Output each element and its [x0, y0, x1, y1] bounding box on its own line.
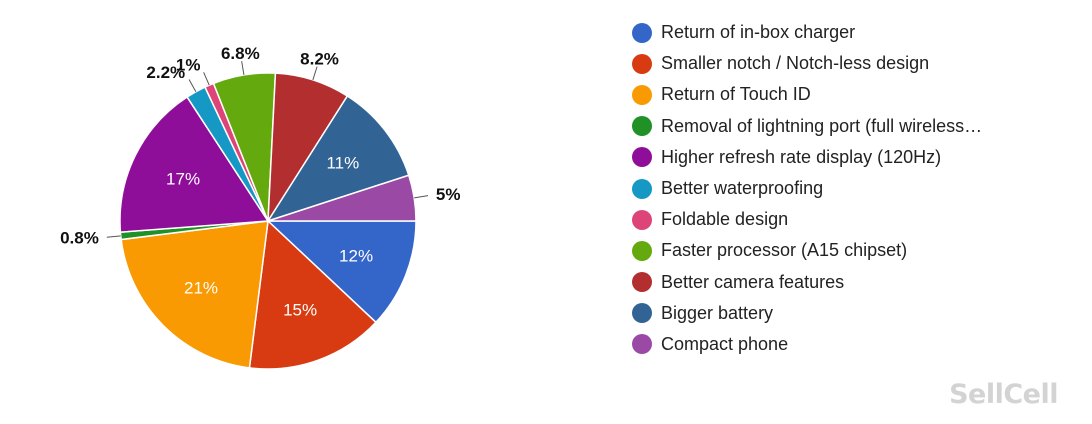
slice-label-4: 17%: [166, 170, 200, 189]
sellcell-watermark: SellCell: [949, 379, 1058, 410]
leader-line-10: [414, 195, 429, 199]
legend-label: Smaller notch / Notch-less design: [661, 53, 930, 74]
slice-label-1: 15%: [283, 301, 317, 320]
inner-labels: 12% 15% 21% 17% 11%: [166, 153, 373, 319]
legend-label: Foldable design: [661, 209, 789, 230]
legend-item-2: Return of Touch ID: [632, 79, 982, 110]
legend-item-5: Better waterproofing: [632, 173, 982, 204]
legend-label: Faster processor (A15 chipset): [661, 240, 908, 261]
legend: Return of in-box charger Smaller notch / …: [632, 17, 982, 360]
pie-slice-2: [120, 220, 269, 369]
legend-label: Removal of lightning port (full wireless…: [661, 115, 983, 136]
slice-label-2: 21%: [184, 278, 218, 297]
legend-item-1: Smaller notch / Notch-less design: [632, 48, 982, 79]
legend-swatch-icon: [632, 178, 652, 199]
legend-item-3: Removal of lightning port (full wireless…: [632, 111, 982, 142]
pie-slice-9: [266, 95, 410, 223]
legend-swatch-icon: [632, 22, 652, 43]
slice-label-7: 6.8%: [221, 44, 260, 63]
legend-label: Better camera features: [661, 271, 845, 292]
legend-item-0: Return of in-box charger: [632, 17, 982, 48]
slice-label-8: 8.2%: [300, 49, 339, 68]
pie-plot-area: 12% 15% 21% 17% 11% 0.8% 2.2%1% 6.8% 8.2% 5%: [60, 44, 460, 370]
pie-slice-10: [267, 174, 417, 222]
legend-label: Bigger battery: [661, 302, 774, 323]
legend-label: Better waterproofing: [661, 178, 824, 199]
outer-labels: 0.8% 2.2%1% 6.8% 8.2% 5%: [60, 44, 460, 248]
legend-swatch-icon: [632, 84, 652, 105]
legend-label: Higher refresh rate display (120Hz): [661, 146, 942, 167]
pie-slice-0: [266, 220, 417, 324]
legend-swatch-icon: [632, 240, 652, 261]
pie-slices: [119, 72, 417, 370]
pie-slice-1: [248, 219, 377, 370]
legend-swatch-icon: [632, 209, 652, 230]
leader-line-8: [312, 66, 318, 81]
slice-label-9: 11%: [326, 153, 359, 172]
legend-item-4: Higher refresh rate display (120Hz): [632, 142, 982, 173]
legend-label: Return of Touch ID: [661, 84, 811, 105]
legend-swatch-icon: [632, 334, 652, 355]
slice-label-0: 12%: [339, 246, 373, 265]
legend-item-9: Bigger battery: [632, 298, 982, 329]
pie-slice-4: [119, 96, 270, 233]
legend-swatch-icon: [632, 53, 652, 74]
legend-item-6: Foldable design: [632, 204, 982, 235]
legend-swatch-icon: [632, 147, 652, 168]
legend-label: Return of in-box charger: [661, 22, 856, 43]
slice-label-3: 0.8%: [60, 229, 99, 248]
leader-line-3: [106, 235, 121, 238]
slice-label-10: 5%: [436, 185, 461, 204]
leader-line-7: [241, 61, 245, 76]
legend-swatch-icon: [632, 272, 652, 293]
legend-item-7: Faster processor (A15 chipset): [632, 235, 982, 266]
leader-line-6: [203, 72, 210, 86]
legend-item-8: Better camera features: [632, 267, 982, 298]
legend-label: Compact phone: [661, 333, 789, 354]
slice-label-5: 2.2%: [146, 63, 185, 82]
legend-swatch-icon: [632, 303, 652, 324]
leader-line-5: [188, 79, 197, 93]
slice-label-6: 1%: [176, 55, 201, 74]
legend-item-10: Compact phone: [632, 329, 982, 360]
legend-swatch-icon: [632, 116, 652, 137]
